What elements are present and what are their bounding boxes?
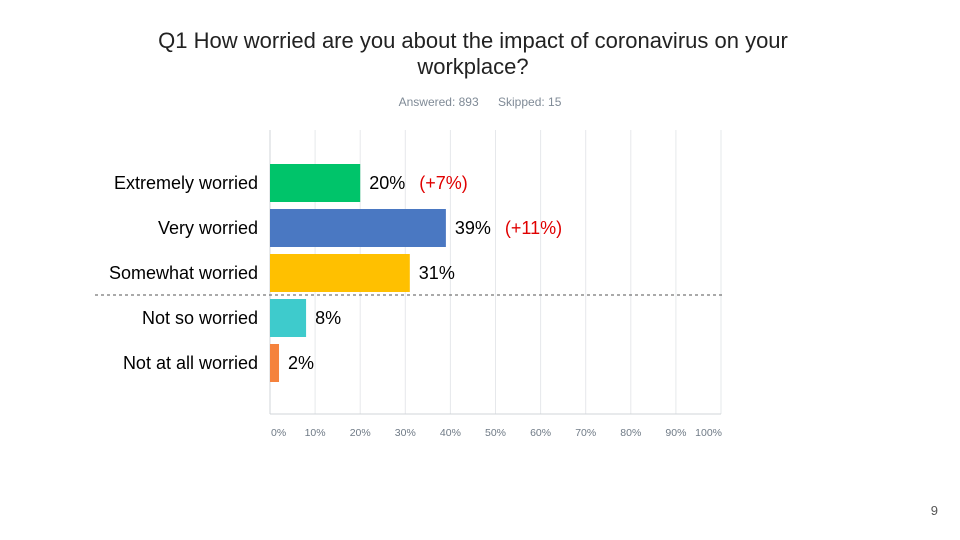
bar [270,344,280,382]
data-label: 39% [455,218,491,238]
x-tick-label: 60% [530,427,551,439]
data-label: 2% [288,353,314,373]
bar [270,209,446,247]
change-label: (+11%) [505,218,562,238]
page-number: 9 [930,503,938,518]
x-tick-label: 100% [695,427,722,439]
x-tick-label: 70% [575,427,596,439]
x-tick-label: 90% [665,427,686,439]
x-tick-label: 80% [620,427,641,439]
bar [270,299,307,337]
category-label: Very worried [158,218,258,238]
chart-title: Q1 How worried are you about the impact … [158,28,788,79]
bar [270,164,361,202]
x-tick-label: 40% [440,427,461,439]
bar [270,254,410,292]
x-tick-label: 30% [395,427,416,439]
response-stats: Answered: 893 Skipped: 15 [0,95,960,109]
change-label: (+7%) [419,173,468,193]
x-tick-label: 10% [305,427,326,439]
category-label: Somewhat worried [109,263,258,283]
category-label: Not at all worried [123,353,258,373]
x-tick-label: 0% [271,427,286,439]
skipped-count: Skipped: 15 [498,95,562,109]
data-label: 8% [315,308,341,328]
x-tick-label: 20% [350,427,371,439]
answered-count: Answered: 893 [398,95,479,109]
data-label: 31% [419,263,455,283]
category-label: Not so worried [142,308,258,328]
x-tick-label: 50% [485,427,506,439]
category-label: Extremely worried [114,173,258,193]
data-label: 20% [369,173,405,193]
